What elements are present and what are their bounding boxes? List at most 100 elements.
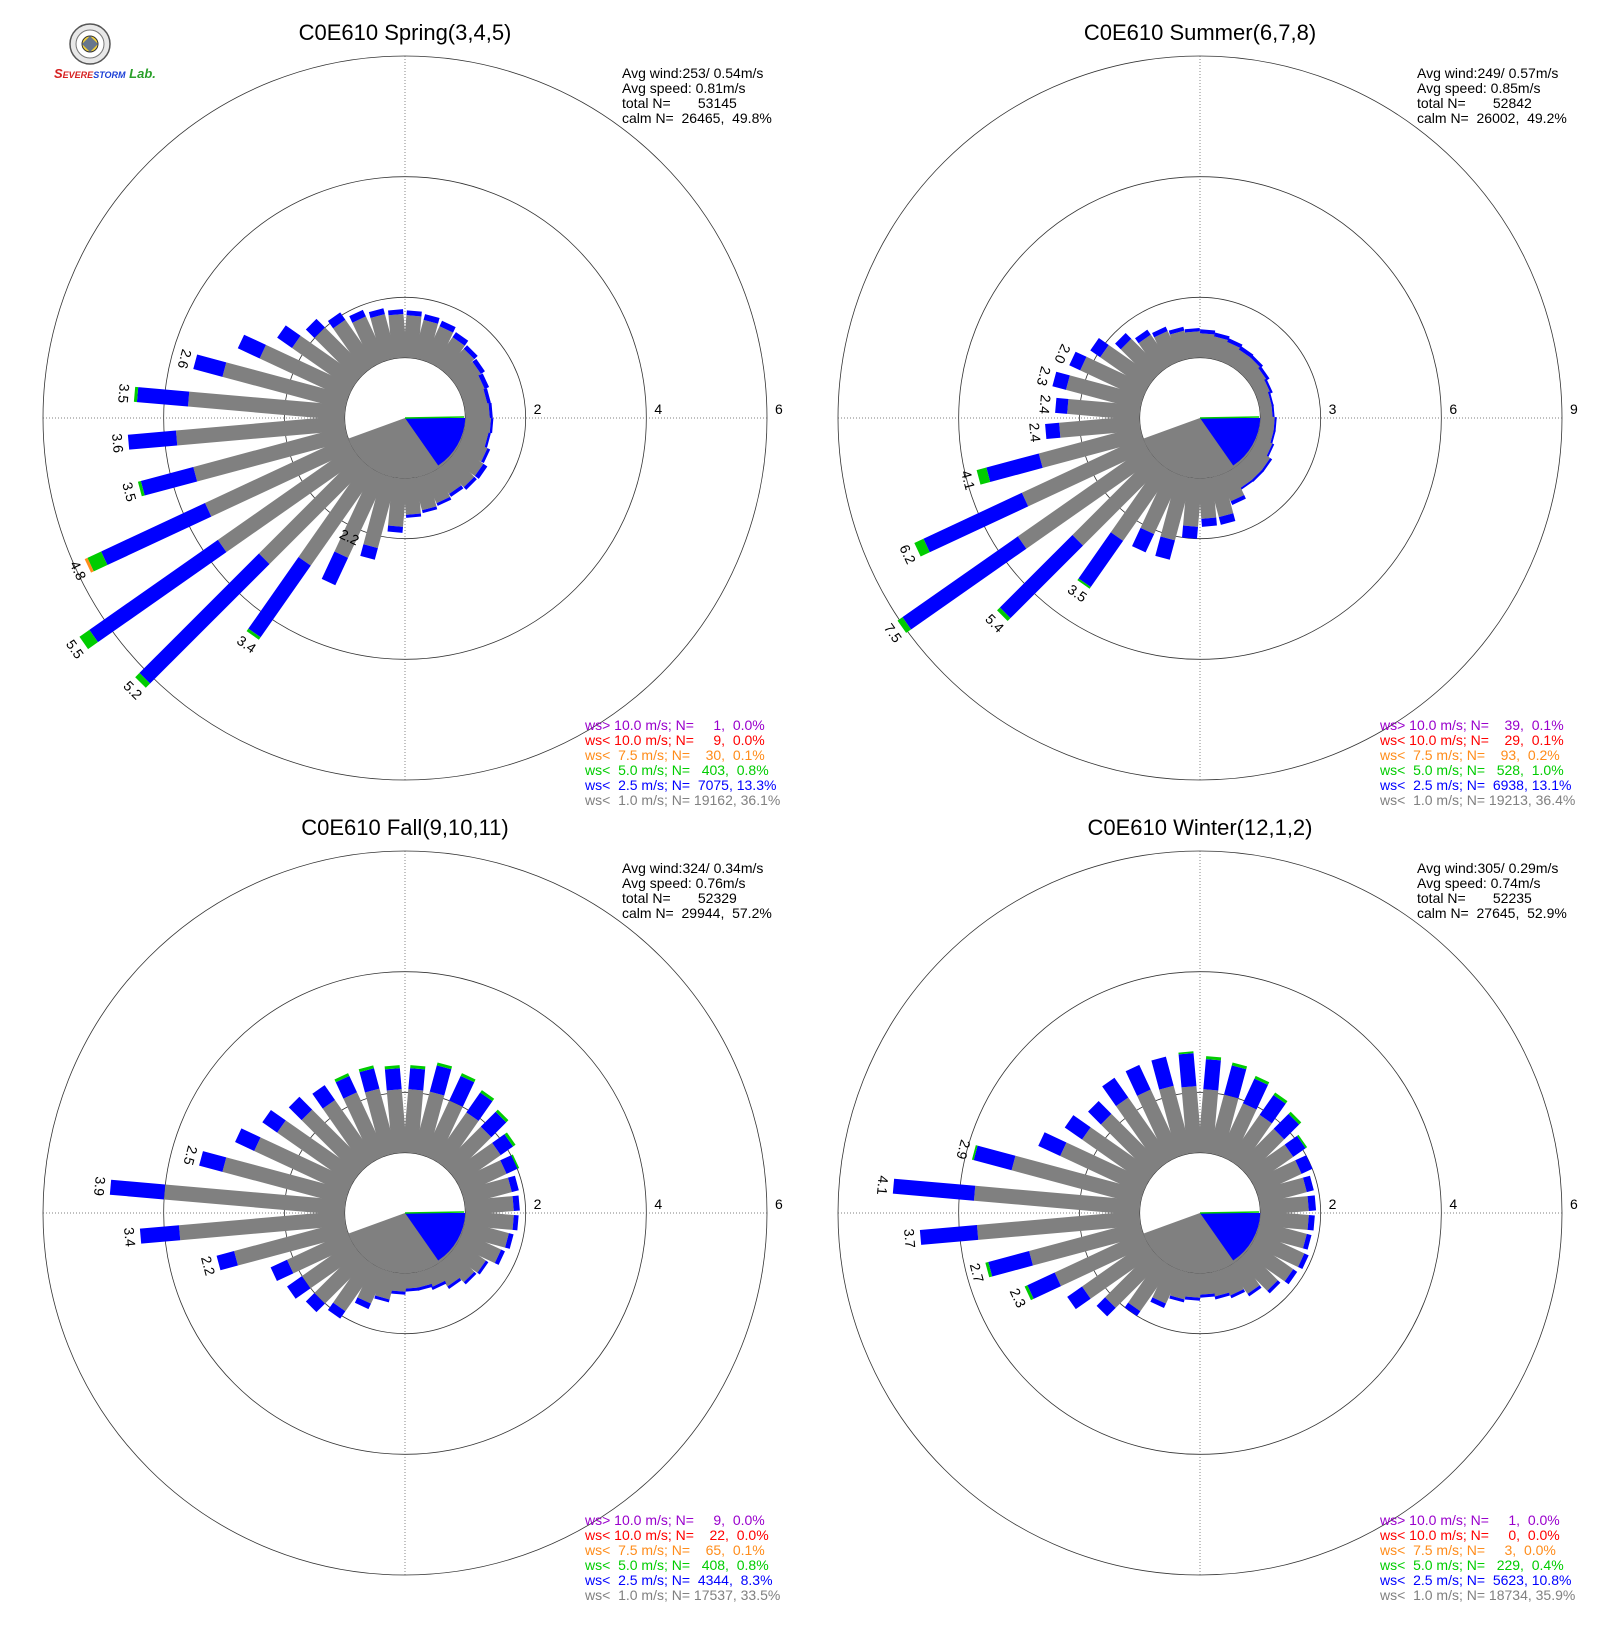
bar-segment-lt1 (450, 1142, 501, 1185)
bar-segment-lt1 (1197, 477, 1217, 519)
bar-segment-lt2_5 (423, 314, 440, 324)
bar-label: 3.5 (119, 480, 140, 503)
stats-block: Avg wind:324/ 0.34m/s Avg speed: 0.76m/s t… (622, 861, 772, 921)
bar-segment-lt5 (1077, 578, 1091, 589)
grid-ring (1078, 296, 1322, 540)
bar-segment-lt2_5 (489, 417, 494, 434)
ring-label: 9 (1570, 401, 1578, 417)
stat-avg-speed: Avg speed: 0.76m/s (622, 875, 746, 891)
bar-segment-lt2_5 (312, 1085, 336, 1109)
bar-segment-lt1 (1011, 1155, 1144, 1205)
calm-sector-blue (1200, 1213, 1261, 1261)
bar-segment-lt1 (254, 1137, 354, 1195)
bar-segment-lt2_5 (1238, 346, 1254, 359)
stat-calm: calm N= 27645, 52.9% (1417, 905, 1567, 921)
bar-segment-lt1 (364, 1088, 397, 1157)
bar-segment-lt2_5 (472, 358, 485, 374)
chart-title: C0E610 Fall(9,10,11) (301, 815, 509, 840)
bar-segment-lt2_5 (1096, 1297, 1116, 1317)
bar-segment-lt1 (1237, 455, 1263, 481)
bar-segment-lt2_5 (127, 430, 178, 450)
bar-segment-lt2_5 (374, 1295, 390, 1303)
bar-segment-lt1 (314, 1250, 368, 1304)
stat-avg-wind: Avg wind:305/ 0.29m/s (1417, 860, 1559, 876)
bar-label: 3.7 (901, 1228, 919, 1249)
bar-segment-lt2_5 (1132, 527, 1155, 553)
bar-segment-lt2_5 (1284, 1269, 1298, 1285)
bar-segment-lt2_5 (1178, 1053, 1197, 1088)
bar-segment-lt1 (442, 348, 475, 381)
bar-segment-lt1 (222, 1157, 349, 1205)
bar-segment-lt2_5 (387, 525, 404, 533)
bar-segment-lt1 (334, 469, 387, 558)
stat-calm: calm N= 26465, 49.8% (622, 110, 772, 126)
bar-segment-lt5 (436, 1062, 453, 1070)
bar-segment-lt1 (287, 1231, 354, 1274)
legend-entry: ws< 7.5 m/s; N= 30, 0.1% (585, 747, 765, 763)
wind-rose-plot: 2 4 6 2.3 2.7 3.7 4.1 2.9 (837, 850, 1578, 1576)
bar-segment-lt1 (450, 1241, 486, 1273)
bar-segment-lt2_5 (1214, 332, 1230, 341)
bar-segment-lt2_5 (1247, 1285, 1262, 1297)
bar-segment-lt1 (1181, 1086, 1203, 1154)
bar-segment-lt2_5 (368, 308, 385, 318)
bar-segment-lt2_5 (1271, 404, 1275, 420)
bar-segment-lt1 (402, 477, 421, 515)
calm-sector-blue (1200, 418, 1261, 466)
bar-segment-lt1 (352, 316, 387, 367)
bar-segment-lt2_5 (360, 544, 378, 560)
bar-segment-lt2_5 (1199, 1293, 1215, 1298)
bar-segment-lt2_5 (999, 534, 1084, 619)
bar-segment-lt2_5 (500, 1155, 518, 1174)
bar-segment-lt1 (163, 1184, 346, 1216)
grid-ring (1078, 1091, 1322, 1335)
bar-label: 2.6 (175, 348, 196, 371)
bar-segment-lt2_5 (405, 513, 422, 518)
bar-segment-lt5 (976, 467, 991, 485)
speed-legend: ws> 10.0 m/s; N= 9, 0.0% ws< 10.0 m/s; N=… (585, 1513, 780, 1603)
bar-segment-lt2_5 (477, 1260, 489, 1275)
bar-label: 2.3 (1034, 365, 1055, 388)
legend-entry: ws< 5.0 m/s; N= 528, 1.0% (1380, 762, 1564, 778)
stats-block: Avg wind:249/ 0.57m/s Avg speed: 0.85m/s t… (1417, 66, 1567, 126)
bar-segment-lt1 (1100, 1113, 1163, 1176)
bar-label: 2.2 (337, 526, 362, 549)
bar-segment-lt2_5 (384, 1068, 402, 1091)
bar-segment-lt2_5 (235, 1128, 261, 1151)
bar-segment-lt2_5 (1045, 422, 1061, 439)
bar-segment-lt1 (1082, 1127, 1155, 1185)
calm-sector-green (1199, 416, 1260, 419)
ring-label: 6 (775, 401, 783, 417)
bar-segment-lt2_5 (335, 1075, 357, 1099)
bar-segment-lt2_5 (1090, 338, 1109, 358)
bar-segment-lt1 (1021, 436, 1149, 507)
bar-segment-lt5 (1205, 1056, 1222, 1061)
bar-segment-lt2_5 (463, 476, 477, 490)
legend-entry: ws< 1.0 m/s; N= 19213, 36.4% (1380, 792, 1576, 808)
stat-calm: calm N= 26002, 49.2% (1417, 110, 1567, 126)
bar-segment-lt2_5 (1168, 326, 1185, 335)
bar-segment-lt2_5 (406, 310, 422, 317)
bar-segment-lt2_5 (359, 1068, 380, 1093)
bar-segment-lt2_5 (139, 553, 270, 684)
bar-segment-lt2_5 (1201, 517, 1217, 527)
bar-segment-lt1 (1038, 426, 1144, 468)
bar-segment-lt2_5 (139, 1225, 181, 1244)
bar-segment-lt2_5 (421, 506, 438, 514)
bar-segment-lt1 (973, 1185, 1141, 1216)
bar-segment-lt1 (1228, 463, 1253, 489)
bar-segment-lt1 (298, 463, 377, 566)
bar-label: 2.4 (1036, 394, 1054, 415)
bar-label: 2.3 (1007, 1286, 1030, 1311)
bar-segment-lt2_5 (1227, 338, 1243, 349)
bar-segment-lt2_5 (1242, 1078, 1268, 1110)
bar-segment-lt5 (79, 629, 98, 650)
bar-segment-lt1 (1082, 1241, 1155, 1299)
bar-label: 2.2 (198, 1254, 219, 1277)
bar-segment-lt1 (1120, 338, 1163, 381)
bar-segment-lt1 (1218, 1103, 1257, 1162)
bar-segment-lt1 (423, 469, 451, 504)
bar-segment-lt5 (1273, 1092, 1288, 1104)
bar-segment-lt1 (193, 426, 349, 482)
bar-segment-lt1 (1259, 1196, 1309, 1216)
